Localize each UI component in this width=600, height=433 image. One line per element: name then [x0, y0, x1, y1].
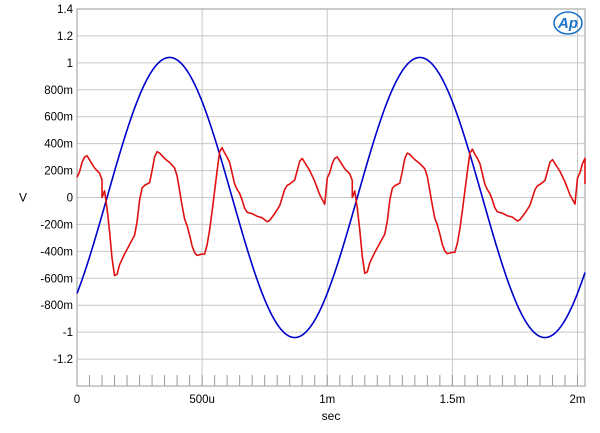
y-tick-label: -400m [40, 246, 73, 258]
x-axis-minor-ticks [76, 375, 578, 386]
y-tick-label: -800m [40, 300, 73, 312]
x-tick-label: 1m [319, 394, 335, 406]
x-tick-label: 2m [570, 394, 586, 406]
y-tick-label: -1.2 [53, 354, 73, 366]
y-axis-title: V [19, 191, 27, 205]
y-tick-label: -600m [40, 273, 73, 285]
ap-logo: Ap [553, 11, 583, 35]
y-tick-label: 1 [67, 58, 73, 70]
series-layer [76, 56, 586, 339]
y-tick-label: 400m [44, 139, 73, 151]
y-tick-label: 1.2 [57, 31, 73, 43]
x-tick-label: 500u [189, 394, 215, 406]
y-tick-label: 0 [67, 193, 73, 205]
ap-logo-ring [553, 11, 583, 35]
plot-area [76, 8, 586, 387]
y-tick-label: 800m [44, 85, 73, 97]
series-line-1 [76, 56, 586, 339]
y-tick-label: 200m [44, 166, 73, 178]
ap-logo-text: Ap [557, 15, 578, 32]
y-tick-label: 1.4 [57, 4, 74, 16]
x-tick-label: 0 [74, 394, 80, 406]
y-tick-label: -200m [40, 219, 73, 231]
x-axis-tick-labels: 0 500u 1m 1.5m 2m [74, 394, 586, 406]
y-tick-label: -1 [63, 327, 73, 339]
series-line-2 [76, 146, 586, 277]
y-axis-tick-labels: 1.4 1.2 1 800m 600m 400m 200m 0 -200m -400m -600m -… [40, 4, 73, 366]
y-tick-label: 600m [44, 112, 73, 124]
x-axis-title: sec [322, 409, 341, 423]
x-tick-label: 1.5m [440, 394, 466, 406]
